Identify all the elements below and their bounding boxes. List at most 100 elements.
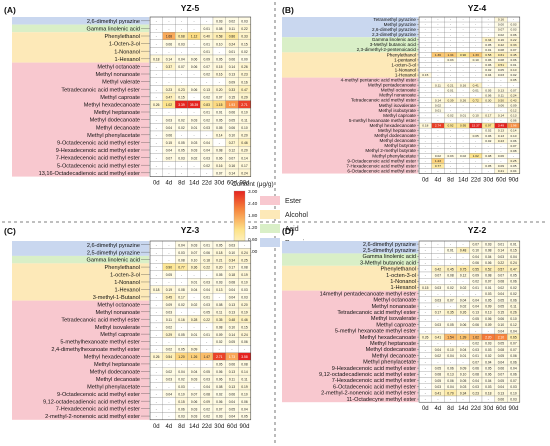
row-label: Methyl isovalerate xyxy=(371,316,416,322)
cell-value: - xyxy=(156,42,157,46)
cell-value: 0.09 xyxy=(510,103,516,107)
cell-value: - xyxy=(156,310,157,314)
cell-value: - xyxy=(425,154,426,158)
cell-value: - xyxy=(450,28,451,32)
row-label: 7-Hexadecenoic acid methyl ester xyxy=(56,407,140,413)
cell-value: 0.05 xyxy=(216,57,223,61)
cell-value: 0.02 xyxy=(203,73,210,77)
cell-value: - xyxy=(463,38,464,42)
cell-value: 0.04 xyxy=(447,385,454,389)
cell-value: 0.04 xyxy=(203,141,210,145)
cell-value: - xyxy=(168,171,169,175)
cell-value: 0.47 xyxy=(510,267,517,271)
cell-value: 0.04 xyxy=(485,73,491,77)
cell-value: - xyxy=(463,109,464,113)
cell-value: - xyxy=(437,317,438,321)
class-band-pyrazine xyxy=(282,17,418,38)
cell-value: - xyxy=(450,139,451,143)
cell-value: 0.26 xyxy=(241,65,248,69)
cell-value: - xyxy=(194,363,195,367)
cell-value: 0.14 xyxy=(241,156,248,160)
cell-value: 0.04 xyxy=(191,288,198,292)
cell-value: - xyxy=(437,149,438,153)
cell-value: - xyxy=(156,27,157,31)
cell-value: - xyxy=(450,242,451,246)
cell-value: 0.02 xyxy=(216,340,223,344)
cell-value: 0.02 xyxy=(510,286,517,290)
cell-value: 0.43 xyxy=(510,98,516,102)
cell-value: - xyxy=(463,28,464,32)
cell-value: 0.05 xyxy=(498,298,505,302)
cell-value: - xyxy=(194,325,195,329)
cell-value: - xyxy=(475,397,476,401)
panel-tag: (D) xyxy=(282,226,294,236)
cell-value: 0.08 xyxy=(216,149,223,153)
cell-value: - xyxy=(206,340,207,344)
cell-value: 0.05 xyxy=(216,126,223,130)
cell-value: 0.03 xyxy=(485,342,492,346)
cell-value: 0.04 xyxy=(510,169,516,173)
cell-value: - xyxy=(194,27,195,31)
row-label: Methyl dodecanoate xyxy=(90,118,140,124)
cell-value: - xyxy=(437,119,438,123)
cell-value: - xyxy=(488,78,489,82)
column-label: 22d xyxy=(471,406,481,412)
row-label: 5-methylhexanoate methyl ester xyxy=(60,340,140,346)
cell-value: - xyxy=(156,251,157,255)
cell-value: - xyxy=(463,329,464,333)
cell-value: 0.33 xyxy=(229,88,236,92)
column-label: 4d xyxy=(435,178,442,184)
cell-value: 0.13 xyxy=(447,373,454,377)
cell-value: - xyxy=(181,325,182,329)
cell-value: - xyxy=(168,385,169,389)
cell-value: 0.26 xyxy=(460,311,467,315)
cell-value: 0.06 xyxy=(241,340,248,344)
row-label: 2,6-dimethyl pyrazine xyxy=(87,19,140,25)
cell-value: - xyxy=(450,43,451,47)
cell-value: 0.13 xyxy=(203,88,210,92)
cell-value: - xyxy=(425,366,426,370)
cell-value: - xyxy=(437,63,438,67)
cell-value: 0.01 xyxy=(473,88,479,92)
cell-value: - xyxy=(194,42,195,46)
cell-value: 0.77 xyxy=(178,266,185,270)
cell-value: 0.05 xyxy=(178,333,185,337)
row-label: Tetradecanoic acid methyl ester xyxy=(337,310,416,316)
cell-value: 0.11 xyxy=(435,83,441,87)
cell-value: - xyxy=(488,83,489,87)
row-label: Methyl phenylacetate xyxy=(87,384,140,390)
cell-value: 0.05 xyxy=(510,164,516,168)
colorbar-title: Content (μg/g) xyxy=(232,181,274,188)
cell-value: 0.02 xyxy=(472,342,479,346)
cell-value: - xyxy=(425,83,426,87)
cell-value: - xyxy=(450,63,451,67)
grid-frame xyxy=(418,16,521,174)
cell-value: - xyxy=(450,103,451,107)
column-label: 8d xyxy=(447,406,454,412)
cell-value: - xyxy=(488,103,489,107)
class-legend: EsterAlcoholAcidPyrazine xyxy=(260,196,312,247)
cell-value: - xyxy=(425,164,426,168)
cell-value: 0.06 xyxy=(498,317,505,321)
cell-value: 0.06 xyxy=(472,323,479,327)
cell-value: - xyxy=(463,342,464,346)
cell-value: - xyxy=(437,292,438,296)
cell-value: - xyxy=(425,58,426,62)
row-label: Methyl nonanoate xyxy=(96,310,140,316)
cell-value: 0.16 xyxy=(229,164,236,168)
row-label: 1-pentanol xyxy=(394,57,416,62)
cell-value: - xyxy=(437,78,438,82)
cell-value: 0.14 xyxy=(229,171,236,175)
cell-value: 0.11 xyxy=(510,304,516,308)
row-label: 2,6-dimethyl pyrazine xyxy=(372,27,416,32)
cell-value: - xyxy=(463,33,464,37)
cell-value: 1.54 xyxy=(447,335,454,339)
cell-value: - xyxy=(181,111,182,115)
cell-value: 0.08 xyxy=(510,149,516,153)
cell-value: - xyxy=(425,28,426,32)
cell-value: - xyxy=(437,93,438,97)
cell-value: 0.13 xyxy=(510,114,516,118)
class-band-ester xyxy=(282,77,418,174)
cell-value: - xyxy=(437,255,438,259)
